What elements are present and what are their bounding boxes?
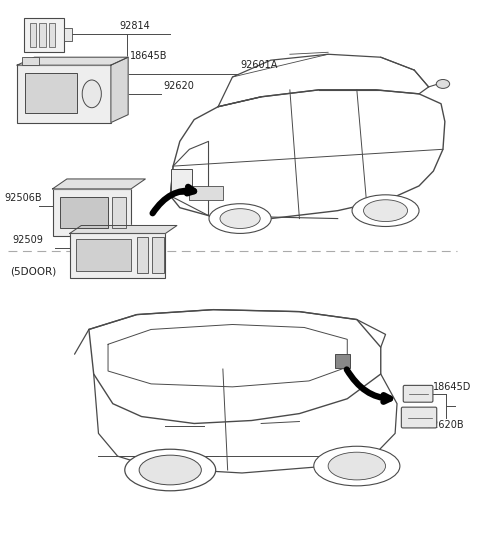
Bar xyxy=(64,28,72,41)
Bar xyxy=(17,65,111,123)
Bar xyxy=(70,233,166,278)
Ellipse shape xyxy=(328,452,385,480)
Bar xyxy=(335,354,350,368)
Polygon shape xyxy=(52,179,145,189)
Bar xyxy=(24,18,64,52)
Ellipse shape xyxy=(139,455,201,485)
Bar xyxy=(190,186,223,200)
Bar xyxy=(152,238,164,273)
Ellipse shape xyxy=(352,195,419,227)
Bar xyxy=(60,197,108,228)
FancyBboxPatch shape xyxy=(403,386,433,402)
Bar xyxy=(25,73,77,113)
Text: 92620B: 92620B xyxy=(427,420,464,430)
Ellipse shape xyxy=(125,449,216,491)
FancyBboxPatch shape xyxy=(401,407,437,428)
FancyArrowPatch shape xyxy=(153,187,194,213)
Ellipse shape xyxy=(363,200,408,222)
Bar xyxy=(30,23,36,47)
Ellipse shape xyxy=(82,80,101,108)
Text: 18645B: 18645B xyxy=(130,51,168,61)
Polygon shape xyxy=(70,226,177,233)
Text: 92620: 92620 xyxy=(164,81,194,91)
Text: 92506B: 92506B xyxy=(5,192,42,203)
Bar xyxy=(52,189,131,236)
Polygon shape xyxy=(111,57,128,123)
Bar xyxy=(137,238,148,273)
Bar xyxy=(171,169,192,194)
Text: 92509: 92509 xyxy=(12,235,43,245)
Ellipse shape xyxy=(209,204,271,233)
Text: 18645D: 18645D xyxy=(433,382,472,392)
Text: 92814: 92814 xyxy=(120,21,150,31)
Text: (5DOOR): (5DOOR) xyxy=(11,266,57,276)
Polygon shape xyxy=(17,57,128,65)
Text: 92601A: 92601A xyxy=(240,60,277,70)
Bar xyxy=(112,197,126,228)
Bar xyxy=(48,23,55,47)
FancyArrowPatch shape xyxy=(347,370,390,402)
Ellipse shape xyxy=(220,208,260,228)
Bar xyxy=(22,57,39,65)
Ellipse shape xyxy=(314,446,400,486)
Ellipse shape xyxy=(436,80,450,89)
Bar xyxy=(75,239,131,271)
Bar xyxy=(39,23,46,47)
